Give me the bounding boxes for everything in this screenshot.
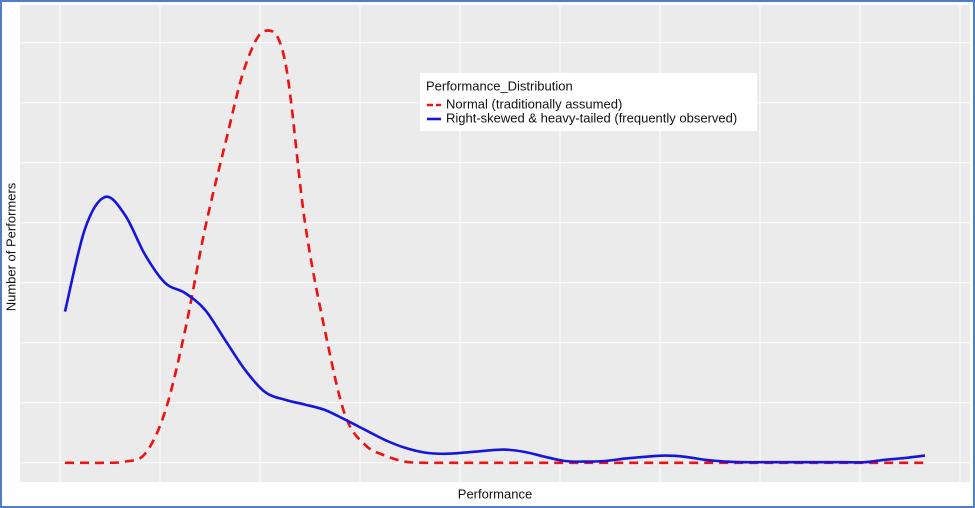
x-axis-label: Performance <box>458 486 532 501</box>
series-line <box>65 29 925 465</box>
legend-title: Performance_Distribution <box>426 78 573 93</box>
lines <box>63 29 926 465</box>
series-line <box>63 195 926 464</box>
legend-label: Right-skewed & heavy-tailed (frequently … <box>446 110 737 125</box>
y-axis-label: Number of Performers <box>3 182 18 311</box>
legend: Performance_Distribution Normal (traditi… <box>420 73 757 131</box>
legend-box <box>420 73 757 131</box>
legend-label: Normal (traditionally assumed) <box>446 96 622 111</box>
